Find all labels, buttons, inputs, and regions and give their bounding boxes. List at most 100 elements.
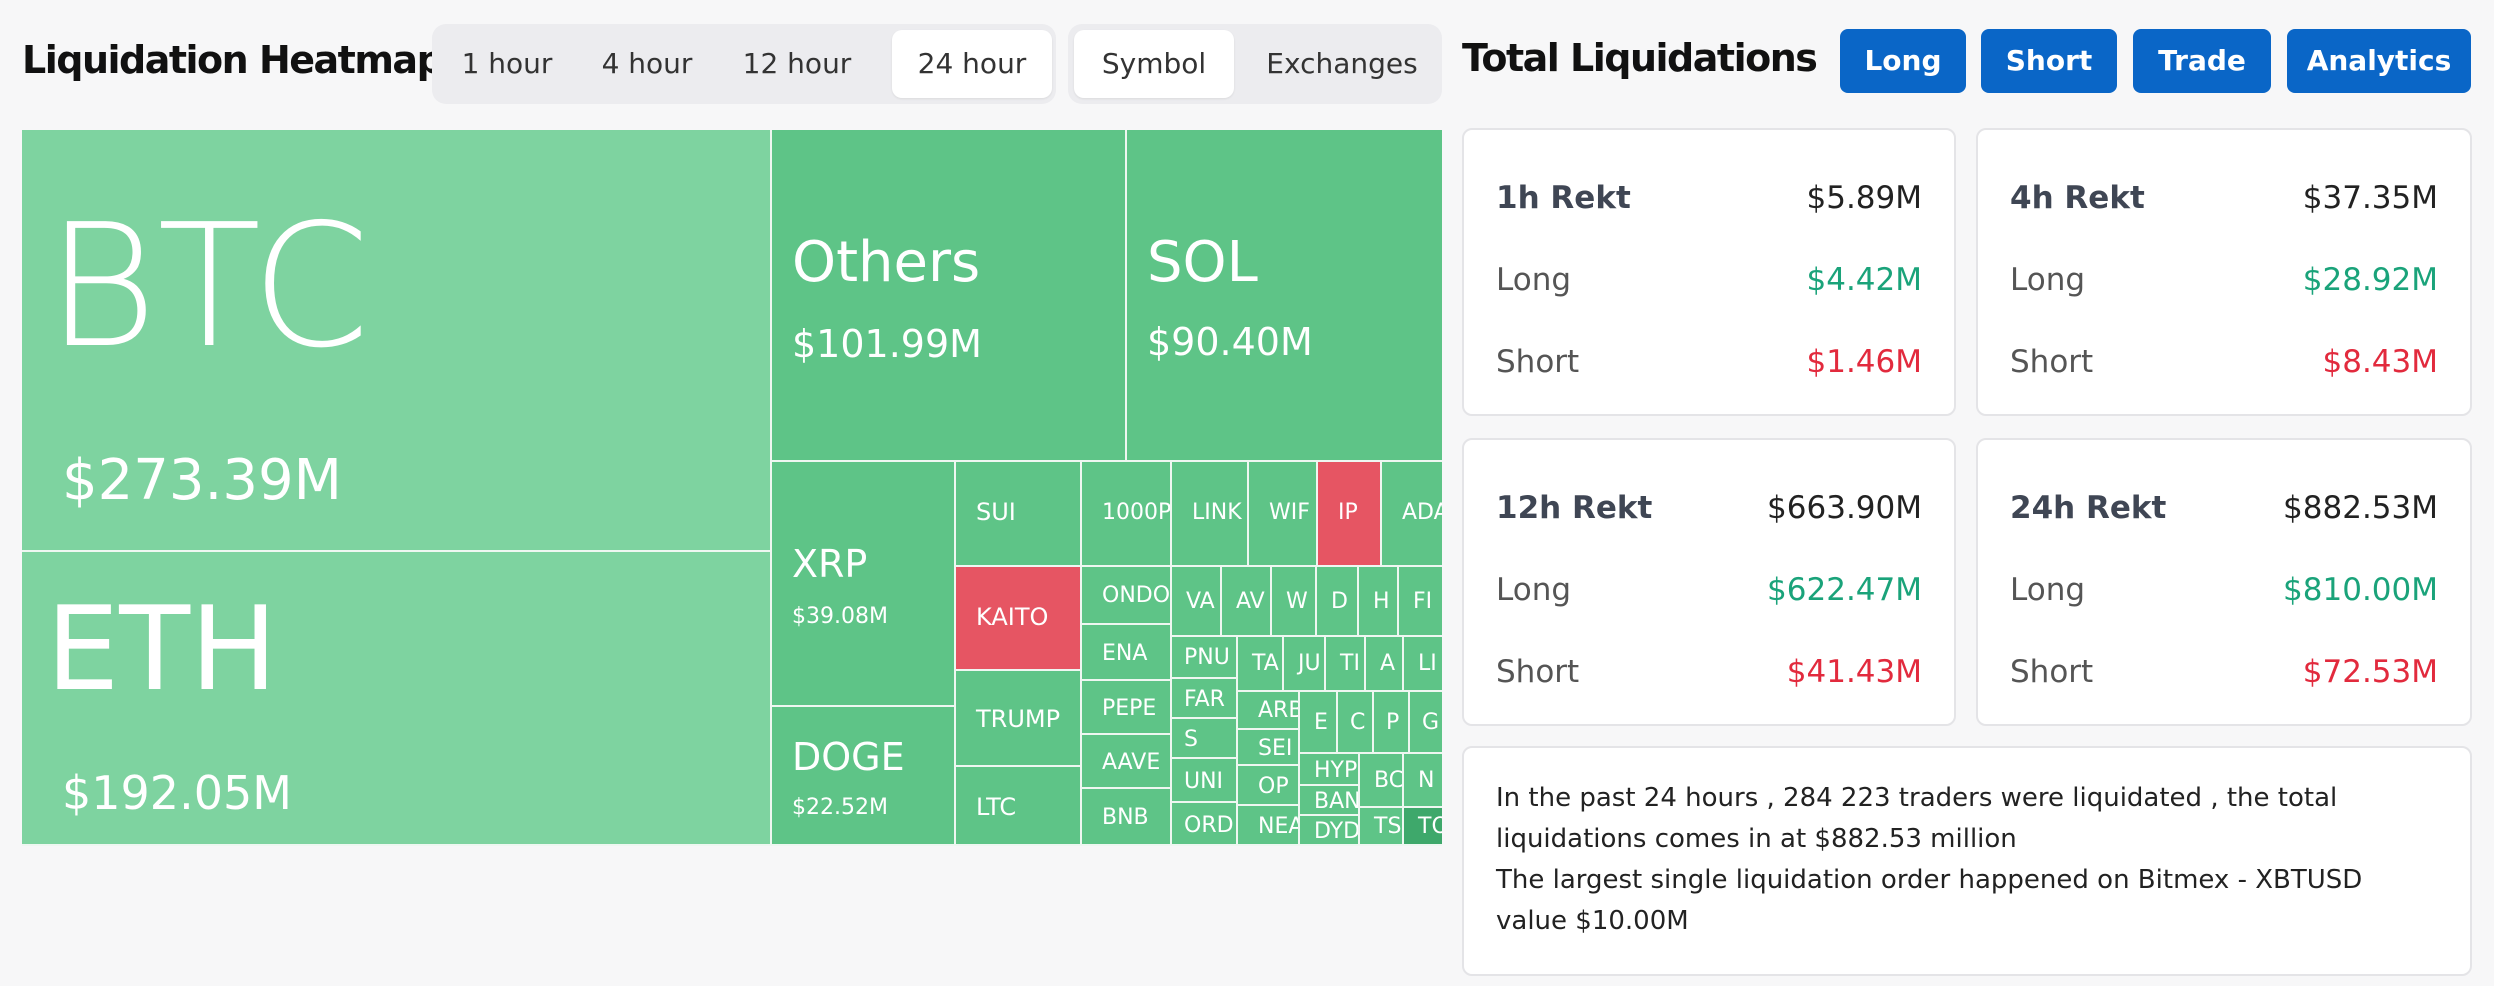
heatmap-tile-sol[interactable]: SOL $90.40M <box>1127 130 1442 462</box>
heatmap-tile-dydx[interactable]: DYD <box>1300 816 1360 846</box>
heatmap-tile-kaito[interactable]: KAITO <box>956 567 1082 671</box>
card-total: $882.53M <box>2283 490 2438 526</box>
tile-symbol: W <box>1286 589 1308 614</box>
heatmap-tile-w[interactable]: W <box>1272 567 1317 637</box>
heatmap-tile-pepe[interactable]: PEPE <box>1082 681 1172 735</box>
tab-exchanges[interactable]: Exchanges <box>1266 47 1418 80</box>
heatmap-tile-hype[interactable]: HYP <box>1300 754 1360 786</box>
tile-symbol: NEA <box>1258 814 1300 839</box>
heatmap-tile-sui[interactable]: SUI <box>956 462 1082 567</box>
tile-symbol: ONDO <box>1102 583 1171 608</box>
heatmap-tile-li[interactable]: LI <box>1404 637 1442 692</box>
card-total: $663.90M <box>1767 490 1922 526</box>
heatmap-tile-ordi[interactable]: ORD <box>1172 803 1238 846</box>
heatmap-tile-p[interactable]: P <box>1374 692 1410 754</box>
tile-symbol: D <box>1331 589 1348 614</box>
tab-24-hour[interactable]: 24 hour <box>892 30 1052 98</box>
tile-symbol: SEI <box>1258 736 1293 761</box>
heatmap-tile-near[interactable]: NEA <box>1238 806 1300 846</box>
tile-symbol: DOGE <box>792 735 905 779</box>
heatmap-tile-ban[interactable]: BAN <box>1300 786 1360 816</box>
long-button[interactable]: Long <box>1840 29 1966 93</box>
heatmap-tile-e[interactable]: E <box>1300 692 1338 754</box>
heatmap-tile-fart[interactable]: FAR <box>1172 679 1238 719</box>
tile-symbol: IP <box>1338 500 1358 525</box>
liquidation-heatmap: BTC $273.39M ETH $192.05M Others $101.99… <box>22 130 1442 846</box>
heatmap-tile-pnut[interactable]: PNU <box>1172 637 1238 679</box>
trade-button[interactable]: Trade <box>2133 29 2271 93</box>
heatmap-tile-ada[interactable]: ADA <box>1382 462 1442 567</box>
heatmap-tile-av[interactable]: AV <box>1222 567 1272 637</box>
heatmap-tile-ti[interactable]: TI <box>1326 637 1366 692</box>
tab-12-hour[interactable]: 12 hour <box>742 47 852 80</box>
grouping-selector: Symbol Exchanges <box>1068 24 1442 104</box>
tile-symbol: UNI <box>1184 769 1224 794</box>
heatmap-tile-arb[interactable]: ARB <box>1238 692 1300 730</box>
heatmap-tile-h[interactable]: H <box>1359 567 1399 637</box>
heatmap-tile-doge[interactable]: DOGE $22.52M <box>772 707 956 846</box>
heatmap-tile-1000pepe[interactable]: 1000P <box>1082 462 1172 567</box>
long-label: Long <box>2010 262 2086 298</box>
tile-symbol: ETH <box>46 582 278 717</box>
heatmap-tile-ip[interactable]: IP <box>1318 462 1382 567</box>
heatmap-tile-ta[interactable]: TA <box>1238 637 1284 692</box>
tile-symbol: HYP <box>1314 758 1358 783</box>
timeframe-selector: 1 hour 4 hour 12 hour 24 hour <box>432 24 1056 104</box>
long-label: Long <box>1496 572 1572 608</box>
summary-line-2: The largest single liquidation order hap… <box>1496 865 2363 936</box>
heatmap-tile-to[interactable]: TO <box>1404 808 1442 846</box>
heatmap-tile-s[interactable]: S <box>1172 719 1238 759</box>
heatmap-tile-ju[interactable]: JU <box>1284 637 1326 692</box>
tab-1-hour[interactable]: 1 hour <box>461 47 553 80</box>
heatmap-tile-d[interactable]: D <box>1317 567 1359 637</box>
short-button[interactable]: Short <box>1981 29 2117 93</box>
tile-symbol: BTC <box>46 188 370 386</box>
short-value: $41.43M <box>1786 654 1922 690</box>
heatmap-tile-uni[interactable]: UNI <box>1172 759 1238 803</box>
tile-symbol: ADA <box>1402 500 1442 525</box>
long-value: $622.47M <box>1767 572 1922 608</box>
heatmap-tile-ltc[interactable]: LTC <box>956 767 1082 846</box>
tab-symbol[interactable]: Symbol <box>1074 30 1234 98</box>
heatmap-tile-g[interactable]: G <box>1410 692 1442 754</box>
tile-symbol: LTC <box>976 793 1017 821</box>
tile-symbol: DYD <box>1314 819 1360 844</box>
tile-symbol: BC <box>1374 768 1404 793</box>
heatmap-tile-bnb[interactable]: BNB <box>1082 789 1172 846</box>
heatmap-tile-ena[interactable]: ENA <box>1082 625 1172 681</box>
heatmap-tile-bc[interactable]: BC <box>1360 754 1404 808</box>
rekt-card-1h: 1h Rekt $5.89M Long $4.42M Short $1.46M <box>1462 128 1956 416</box>
heatmap-tile-trump[interactable]: TRUMP <box>956 671 1082 767</box>
heatmap-tile-va[interactable]: VA <box>1172 567 1222 637</box>
heatmap-tile-a[interactable]: A <box>1366 637 1404 692</box>
tile-symbol: G <box>1422 710 1440 735</box>
tile-amount: $101.99M <box>792 322 982 366</box>
analytics-button[interactable]: Analytics <box>2287 29 2471 93</box>
tile-symbol: TI <box>1340 651 1360 676</box>
tile-symbol: H <box>1373 589 1390 614</box>
card-title: 1h Rekt <box>1496 180 1631 216</box>
tile-symbol: N <box>1418 768 1435 793</box>
heatmap-tile-sei[interactable]: SEI <box>1238 730 1300 766</box>
heatmap-tile-eth[interactable]: ETH $192.05M <box>22 552 772 846</box>
heatmap-tile-fi[interactable]: FI <box>1399 567 1442 637</box>
heatmap-tile-aave[interactable]: AAVE <box>1082 735 1172 789</box>
tile-symbol: ARB <box>1258 698 1300 723</box>
heatmap-tile-ondo[interactable]: ONDO <box>1082 567 1172 625</box>
heatmap-tile-link[interactable]: LINK <box>1172 462 1249 567</box>
heatmap-tile-c[interactable]: C <box>1338 692 1374 754</box>
heatmap-tile-xrp[interactable]: XRP $39.08M <box>772 462 956 707</box>
tile-symbol: TO <box>1418 814 1442 839</box>
tile-symbol: VA <box>1186 589 1215 614</box>
tile-symbol: S <box>1184 727 1198 752</box>
heatmap-tile-ts[interactable]: TS <box>1360 808 1404 846</box>
tile-symbol: P <box>1386 710 1400 735</box>
heatmap-tile-op[interactable]: OP <box>1238 766 1300 806</box>
tab-4-hour[interactable]: 4 hour <box>601 47 693 80</box>
summary-line-1: In the past 24 hours , 284 223 traders w… <box>1496 783 2338 854</box>
heatmap-tile-n[interactable]: N <box>1404 754 1442 808</box>
heatmap-tile-btc[interactable]: BTC $273.39M <box>22 130 772 552</box>
heatmap-tile-wif[interactable]: WIF <box>1249 462 1318 567</box>
tile-symbol: TRUMP <box>976 705 1061 733</box>
heatmap-tile-others[interactable]: Others $101.99M <box>772 130 1127 462</box>
